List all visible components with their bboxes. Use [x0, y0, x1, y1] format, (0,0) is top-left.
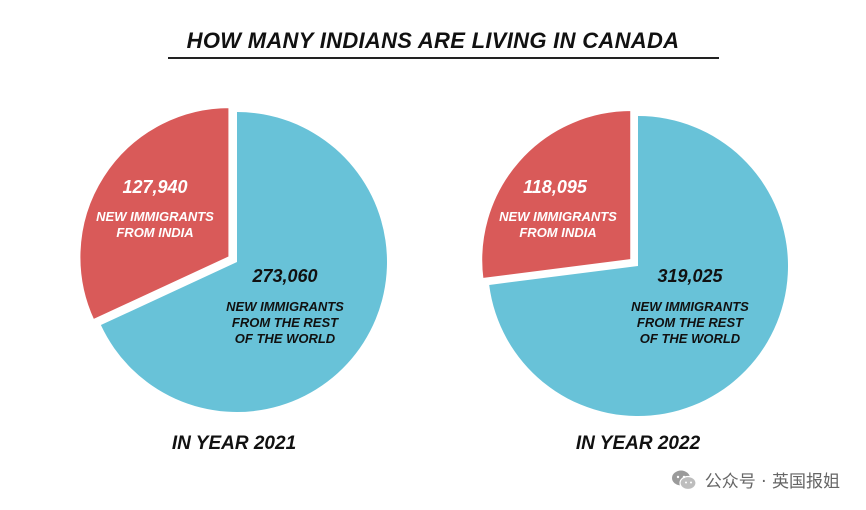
year-label-2021: IN YEAR 2021	[171, 433, 297, 454]
slice-value-label-1-0: 118,095	[523, 177, 588, 197]
watermark: 公众号 · 英国报姐	[671, 467, 840, 492]
pie-slice-india-0	[78, 106, 231, 322]
chart-title: HOW MANY INDIANS ARE LIVING IN CANADA	[186, 28, 680, 53]
slice-desc-label-1-0-1: FROM INDIA	[519, 225, 596, 240]
slice-desc-label-0-1-1: FROM THE REST	[232, 315, 339, 330]
slice-desc-label-0-0-1: FROM INDIA	[116, 225, 193, 240]
slice-desc-label-1-1-0: NEW IMMIGRANTS	[631, 299, 749, 314]
slice-desc-label-0-0-0: NEW IMMIGRANTS	[96, 209, 214, 224]
wechat-icon	[671, 470, 697, 490]
slice-value-label-0-0: 127,940	[122, 177, 187, 197]
pie-slice-rest-1	[489, 116, 789, 416]
slice-desc-label-1-0-0: NEW IMMIGRANTS	[499, 209, 617, 224]
watermark-text: 公众号 · 英国报姐	[704, 472, 840, 492]
slice-desc-label-0-1-2: OF THE WORLD	[235, 331, 336, 346]
slice-desc-label-1-1-2: OF THE WORLD	[640, 331, 741, 346]
pie-slice-rest-0	[100, 112, 388, 412]
slice-value-label-0-1: 273,060	[251, 266, 317, 286]
slice-desc-label-0-1-0: NEW IMMIGRANTS	[226, 299, 344, 314]
slice-value-label-1-1: 319,025	[657, 266, 723, 286]
slice-desc-label-1-1-1: FROM THE REST	[637, 315, 744, 330]
year-label-2022: IN YEAR 2022	[575, 433, 701, 454]
title-underline	[168, 57, 719, 59]
pie-slice-india-1	[480, 109, 633, 281]
